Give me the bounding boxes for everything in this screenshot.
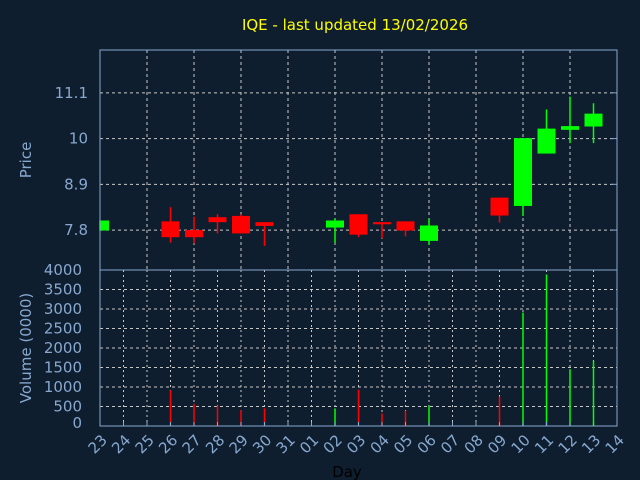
x-tick-label: 23 (85, 431, 111, 457)
x-tick-label: 28 (202, 431, 228, 457)
price-tick-label: 7.8 (64, 221, 88, 239)
price-tick-label: 8.9 (64, 175, 88, 193)
candle-body (396, 221, 415, 231)
candle-body (561, 126, 579, 130)
x-tick-label: 24 (108, 431, 134, 457)
candle-body (349, 214, 368, 235)
x-tick-label: 26 (155, 431, 181, 457)
candle-body (232, 215, 250, 234)
volume-tick-label: 4000 (44, 261, 82, 279)
chart-title: IQE - last updated 13/02/2026 (242, 16, 468, 34)
volume-tick-label: 1500 (44, 359, 82, 377)
x-tick-label: 12 (555, 431, 581, 457)
candle-body (584, 113, 603, 127)
candle-body (326, 220, 344, 228)
x-tick-label: 09 (484, 431, 510, 457)
candle-body (420, 225, 438, 241)
x-tick-label: 06 (414, 431, 440, 457)
candle-body (185, 230, 203, 238)
price-tick-label: 11.1 (55, 84, 88, 102)
candle-body (514, 138, 532, 206)
volume-tick-label: 1000 (44, 378, 82, 396)
volume-panel-frame (99, 269, 618, 427)
x-tick-label: 10 (508, 431, 534, 457)
x-tick-label: 31 (273, 431, 299, 457)
x-tick-label: 14 (602, 431, 628, 457)
x-tick-label: 29 (226, 431, 252, 457)
candle-body (208, 217, 227, 223)
volume-tick-label: 3500 (44, 281, 82, 299)
x-tick-label: 02 (320, 431, 346, 457)
x-tick-label: 13 (578, 431, 604, 457)
candle-body (537, 128, 556, 154)
volume-axis-label: Volume (0000) (17, 293, 35, 403)
price-tick-label: 10 (69, 130, 88, 148)
x-tick-label: 04 (367, 431, 393, 457)
volume-tick-label: 2500 (44, 320, 82, 338)
candle-body (255, 222, 274, 226)
x-tick-label: 30 (249, 431, 275, 457)
x-tick-label: 11 (531, 431, 557, 457)
y-axis-label: Price (17, 142, 35, 179)
x-tick-label: 27 (179, 431, 205, 457)
x-tick-label: 01 (296, 431, 322, 457)
x-tick-label: 03 (343, 431, 369, 457)
x-tick-label: 25 (132, 431, 158, 457)
volume-tick-label: 3000 (44, 300, 82, 318)
x-tick-label: 05 (390, 431, 416, 457)
candle-body (100, 220, 109, 231)
x-tick-label: 07 (437, 431, 463, 457)
volume-tick-label: 0 (72, 414, 82, 432)
x-axis-label: Day (332, 463, 362, 480)
candle-body (373, 222, 391, 225)
volume-tick-label: 2000 (44, 339, 82, 357)
candle-body (490, 197, 509, 216)
volume-tick-label: 500 (53, 398, 82, 416)
x-tick-label: 08 (461, 431, 487, 457)
candle-body (161, 221, 180, 238)
